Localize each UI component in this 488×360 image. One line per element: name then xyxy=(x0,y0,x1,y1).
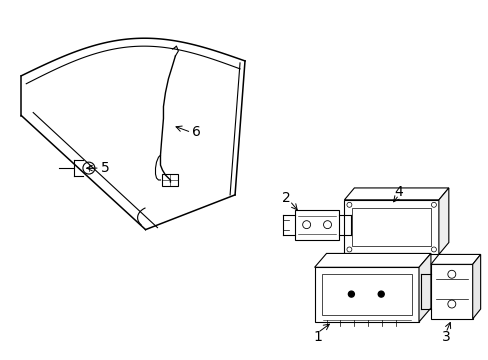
Polygon shape xyxy=(438,188,448,255)
Bar xyxy=(321,274,411,315)
Polygon shape xyxy=(472,255,480,319)
Bar xyxy=(344,200,438,255)
Polygon shape xyxy=(344,188,448,200)
Circle shape xyxy=(377,291,384,297)
Text: 5: 5 xyxy=(101,161,109,175)
Bar xyxy=(430,264,472,319)
Text: 3: 3 xyxy=(441,330,449,344)
Polygon shape xyxy=(430,255,480,264)
Polygon shape xyxy=(294,210,339,239)
Polygon shape xyxy=(418,253,430,322)
Bar xyxy=(352,208,430,247)
Circle shape xyxy=(347,291,354,297)
Bar xyxy=(162,174,178,186)
Text: 6: 6 xyxy=(192,125,201,139)
Text: 1: 1 xyxy=(312,330,322,344)
Text: 4: 4 xyxy=(394,185,403,199)
Text: 2: 2 xyxy=(282,191,290,205)
Bar xyxy=(314,267,418,322)
Polygon shape xyxy=(314,253,430,267)
